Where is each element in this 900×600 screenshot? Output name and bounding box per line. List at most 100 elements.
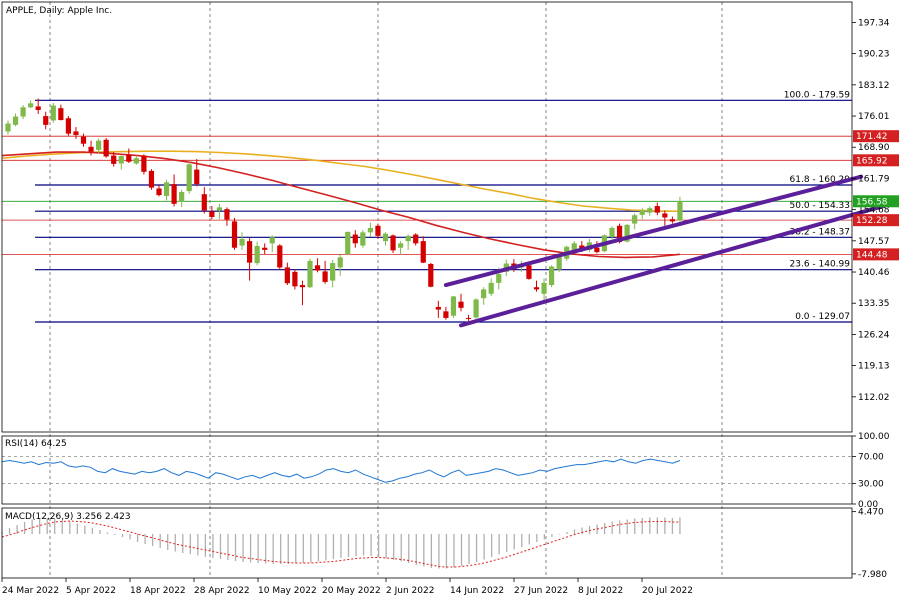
candle-body xyxy=(141,155,147,172)
candle-body xyxy=(405,235,411,242)
candle xyxy=(639,208,645,220)
fib-level-label: 38.2 - 148.37 xyxy=(790,227,851,237)
candle xyxy=(662,210,668,226)
candle xyxy=(133,155,139,165)
price-tag-label: 165.92 xyxy=(856,156,888,166)
macd-label: MACD(12,26,9) 3.256 2.423 xyxy=(5,512,131,522)
candle-body xyxy=(156,188,162,196)
candle xyxy=(360,230,366,248)
candle-body xyxy=(390,235,396,251)
candle-body xyxy=(465,317,472,319)
candle xyxy=(163,179,170,201)
candle-body xyxy=(473,299,479,318)
candle-body xyxy=(201,194,207,211)
candle-body xyxy=(231,221,238,248)
candle-body xyxy=(352,234,358,244)
candle xyxy=(398,241,404,255)
candle xyxy=(156,184,162,197)
rsi-label: RSI(14) 64.25 xyxy=(5,439,67,449)
candle xyxy=(216,203,222,220)
macd-tick-label: -7.980 xyxy=(858,570,887,580)
macd-tick-label: 4.470 xyxy=(858,508,884,518)
candle-body xyxy=(239,238,245,246)
candle xyxy=(435,300,441,318)
candle xyxy=(171,174,177,207)
y-tick-label: 197.34 xyxy=(858,18,890,28)
candle-body xyxy=(111,155,117,164)
y-tick-label: 190.23 xyxy=(858,50,890,60)
price-tag xyxy=(853,195,899,208)
candle xyxy=(526,263,532,280)
candle xyxy=(262,243,268,255)
fib-level-label: 23.6 - 140.99 xyxy=(790,260,851,270)
candle xyxy=(58,104,64,121)
candle-body xyxy=(262,247,268,250)
candle-body xyxy=(73,131,79,135)
y-tick-label: 133.35 xyxy=(858,299,890,309)
candle-body xyxy=(43,116,49,125)
x-tick-label: 24 Mar 2022 xyxy=(2,586,59,596)
candle-body xyxy=(224,209,230,220)
candle xyxy=(194,159,200,187)
candle xyxy=(231,217,238,250)
candle-body xyxy=(337,257,343,268)
candle xyxy=(458,293,464,312)
candle-body xyxy=(35,106,41,110)
candle-body xyxy=(420,241,426,263)
price-tag-label: 144.48 xyxy=(856,250,888,260)
candle-body xyxy=(594,247,600,253)
candle-body xyxy=(616,225,623,243)
candle-body xyxy=(103,139,109,157)
candle-body xyxy=(541,282,547,294)
candle-body xyxy=(254,245,260,264)
price-tag xyxy=(853,214,899,227)
candle-body xyxy=(20,107,26,117)
candle xyxy=(352,230,358,248)
candle-body xyxy=(186,164,192,192)
candle xyxy=(80,133,87,147)
candle xyxy=(337,254,343,276)
candle-body xyxy=(609,227,615,237)
candle xyxy=(269,235,275,253)
candle-body xyxy=(194,169,200,185)
y-tick-label: 161.79 xyxy=(858,174,890,184)
candle xyxy=(382,232,389,246)
candle xyxy=(307,258,313,289)
candle-body xyxy=(209,211,215,217)
candle xyxy=(50,102,56,123)
candle xyxy=(420,236,426,264)
candle-body xyxy=(179,191,185,202)
price-tag-label: 171.42 xyxy=(856,132,888,142)
candle-body xyxy=(488,282,494,294)
candle xyxy=(632,213,638,230)
y-tick-label: 183.12 xyxy=(858,81,890,91)
candle-body xyxy=(118,156,124,164)
rsi-line xyxy=(1,458,681,483)
candle-body xyxy=(435,306,441,310)
candle-body xyxy=(496,274,502,283)
candle-body xyxy=(624,224,630,242)
rsi-tick-label: 30.00 xyxy=(858,480,884,490)
candle-body xyxy=(549,266,555,286)
candle xyxy=(254,241,260,266)
candle xyxy=(465,314,472,323)
candle xyxy=(647,206,653,216)
candle xyxy=(201,187,207,214)
y-tick-label: 112.02 xyxy=(858,393,890,403)
panel-frame xyxy=(1,1,853,433)
rsi-tick-label: 70.00 xyxy=(858,452,884,462)
candle xyxy=(450,295,457,318)
candle xyxy=(65,116,71,136)
candle-body xyxy=(163,182,170,196)
candle xyxy=(473,298,479,319)
candle xyxy=(28,100,34,109)
candle-body xyxy=(216,207,222,211)
candle xyxy=(390,234,396,253)
candle-body xyxy=(269,237,275,244)
candle xyxy=(345,231,351,255)
candle-body xyxy=(5,123,11,132)
y-tick-label: 140.46 xyxy=(858,268,890,278)
candle xyxy=(209,206,215,220)
